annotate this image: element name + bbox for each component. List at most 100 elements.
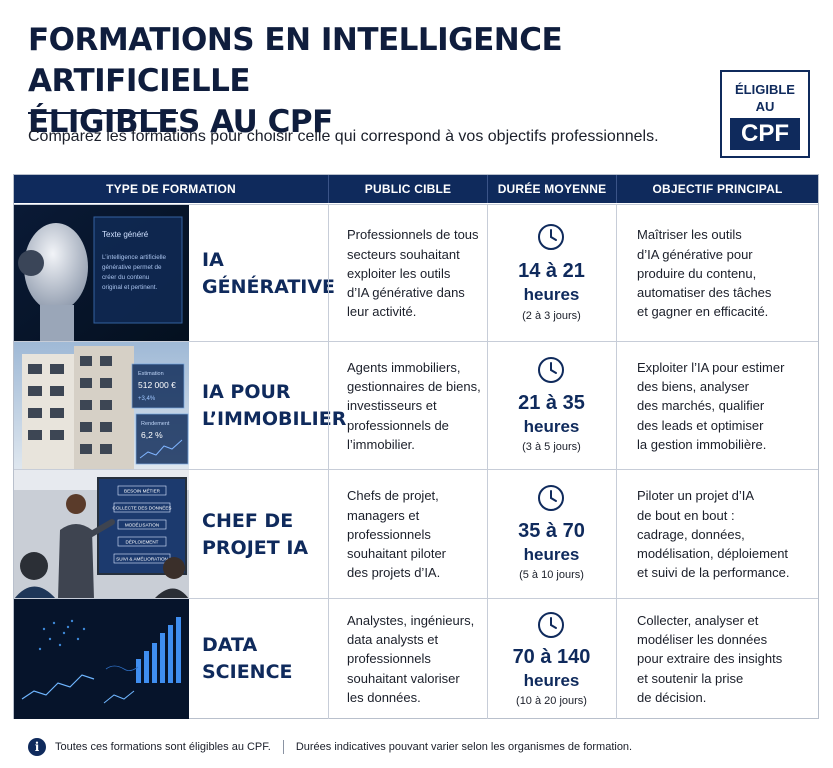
row-image-data-science bbox=[14, 599, 189, 719]
column-header-duration: DURÉE MOYENNE bbox=[497, 182, 607, 196]
objective-line: Exploiter l’IA pour estimer bbox=[637, 359, 785, 375]
column-divider bbox=[328, 470, 329, 599]
badge-line-1: ÉLIGIBLE bbox=[735, 82, 795, 97]
table-row: Texte généré L’intelligence artificielle… bbox=[14, 204, 818, 342]
objective-cell: Exploiter l’IA pour estimer des biens, an… bbox=[637, 342, 812, 470]
public-line: gestionnaires de biens, bbox=[347, 379, 481, 395]
image-text-price: 512 000 € bbox=[138, 380, 176, 390]
table-row: BESOIN MÉTIER COLLECTE DES DONNÉES MODÉL… bbox=[14, 469, 818, 599]
public-line: souhaitant valoriser bbox=[347, 670, 460, 686]
objective-line: Piloter un projet d’IA bbox=[637, 488, 755, 504]
duration-days: (10 à 20 jours) bbox=[516, 695, 587, 707]
footer-notes: i Toutes ces formations sont éligibles a… bbox=[28, 737, 632, 757]
duration-days: (5 à 10 jours) bbox=[519, 569, 584, 581]
public-line: managers et bbox=[347, 507, 420, 523]
info-icon: i bbox=[28, 738, 46, 756]
public-line: data analysts et bbox=[347, 632, 439, 648]
public-line: Analystes, ingénieurs, bbox=[347, 612, 475, 628]
column-header-type: TYPE DE FORMATION bbox=[106, 182, 236, 196]
objective-line: la gestion immobilière. bbox=[637, 436, 767, 452]
cpf-eligible-badge: ÉLIGIBLE AU CPF bbox=[720, 70, 810, 158]
public-cell: Professionnels de tous secteurs souhaitan… bbox=[347, 205, 487, 342]
clock-icon bbox=[538, 357, 564, 383]
footer-note-cpf: Toutes ces formations sont éligibles au … bbox=[55, 741, 271, 753]
objective-line: Collecter, analyser et bbox=[637, 612, 759, 628]
row-image-project-lead: BESOIN MÉTIER COLLECTE DES DONNÉES MODÉL… bbox=[14, 470, 189, 599]
objective-cell: Maîtriser les outils d’IA générative pour… bbox=[637, 205, 812, 342]
public-line: Chefs de projet, bbox=[347, 488, 439, 504]
image-text-label: Rendement bbox=[141, 421, 170, 427]
image-text-line: L’intelligence artificielle bbox=[102, 254, 167, 261]
objective-cell: Collecter, analyser et modéliser les donn… bbox=[637, 599, 812, 719]
footer-note-durations: Durées indicatives pouvant varier selon … bbox=[295, 741, 633, 753]
formation-name-line: IA bbox=[202, 248, 224, 271]
public-line: des projets d’IA. bbox=[347, 565, 441, 581]
page-subtitle: Comparez les formations pour choisir cel… bbox=[28, 128, 659, 145]
objective-cell: Piloter un projet d’IA de bout en bout : c… bbox=[637, 470, 815, 599]
public-line: souhaitant piloter bbox=[347, 546, 447, 562]
duration-unit: heures bbox=[523, 285, 580, 304]
objective-line: des biens, analyser bbox=[637, 379, 750, 395]
duration-unit: heures bbox=[523, 417, 580, 436]
objective-line: des leads et optimiser bbox=[637, 417, 764, 433]
public-line: leur activité. bbox=[347, 304, 417, 320]
duration-range: 70 à 140 bbox=[512, 646, 591, 668]
duration-days: (2 à 3 jours) bbox=[522, 310, 581, 322]
public-cell: Agents immobiliers, gestionnaires de bien… bbox=[347, 342, 487, 470]
clock-icon bbox=[538, 224, 564, 250]
column-divider bbox=[616, 470, 617, 599]
column-divider bbox=[487, 470, 488, 599]
column-divider bbox=[616, 205, 617, 342]
column-divider bbox=[328, 599, 329, 719]
column-divider bbox=[487, 342, 488, 470]
objective-line: de décision. bbox=[637, 689, 707, 705]
objective-line: modélisation, déploiement bbox=[637, 546, 789, 562]
duration-unit: heures bbox=[523, 545, 580, 564]
formation-name-line: CHEF DE bbox=[202, 509, 294, 532]
duration-range: 35 à 70 bbox=[518, 520, 585, 542]
public-line: professionnels bbox=[347, 651, 431, 667]
duration-range: 14 à 21 bbox=[518, 260, 585, 282]
title-line-2: ÉLIGIBLES AU CPF bbox=[28, 104, 333, 140]
image-text-line: créer du contenu bbox=[102, 274, 150, 281]
table-row: DATA SCIENCE Analystes, ingénieurs, data a… bbox=[14, 598, 818, 719]
comparison-table: TYPE DE FORMATION PUBLIC CIBLE DURÉE MOY… bbox=[13, 174, 819, 719]
formation-name-line: L’IMMOBILIER bbox=[202, 408, 347, 430]
duration-days: (3 à 5 jours) bbox=[522, 441, 581, 453]
title-line-1: FORMATIONS EN INTELLIGENCE ARTIFICIELLE bbox=[28, 22, 563, 99]
column-divider bbox=[328, 205, 329, 342]
objective-line: d’IA générative pour bbox=[637, 246, 753, 262]
formation-name: IA GÉNÉRATIVE bbox=[202, 205, 336, 342]
table-row: Estimation 512 000 € +3,4% Rendement 6,2… bbox=[14, 341, 818, 470]
column-divider bbox=[328, 342, 329, 470]
header-divider bbox=[616, 175, 617, 203]
public-cell: Chefs de projet, managers et professionnel… bbox=[347, 470, 487, 599]
objective-line: pour extraire des insights bbox=[637, 651, 783, 667]
column-divider bbox=[616, 599, 617, 719]
formation-name-line: GÉNÉRATIVE bbox=[202, 275, 336, 298]
image-text-line: générative permet de bbox=[102, 264, 162, 271]
formation-name: DATA SCIENCE bbox=[202, 599, 332, 719]
duration-cell: 21 à 35 heures (3 à 5 jours) bbox=[487, 342, 616, 470]
badge-cpf: CPF bbox=[730, 118, 800, 150]
image-step-label: BESOIN MÉTIER bbox=[124, 488, 161, 494]
objective-line: des marchés, qualifier bbox=[637, 398, 765, 414]
duration-cell: 70 à 140 heures (10 à 20 jours) bbox=[487, 599, 616, 719]
duration-unit: heures bbox=[523, 671, 580, 690]
column-divider bbox=[487, 599, 488, 719]
column-header-public: PUBLIC CIBLE bbox=[364, 182, 452, 196]
page-title: FORMATIONS EN INTELLIGENCE ARTIFICIELLE É… bbox=[28, 20, 718, 143]
image-text-percent: +3,4% bbox=[138, 396, 156, 402]
objective-line: produire du contenu, bbox=[637, 265, 757, 281]
footer-divider bbox=[282, 740, 284, 754]
formation-name-line: DATA bbox=[202, 634, 258, 656]
public-line: l’immobilier. bbox=[347, 436, 415, 452]
image-step-label: COLLECTE DES DONNÉES bbox=[113, 505, 172, 511]
objective-line: et suivi de la performance. bbox=[637, 565, 790, 581]
column-header-objective: OBJECTIF PRINCIPAL bbox=[652, 182, 783, 196]
column-divider bbox=[487, 205, 488, 342]
public-line: d’IA générative dans bbox=[347, 285, 465, 301]
public-line: Professionnels de tous bbox=[347, 227, 479, 243]
row-image-generative-ai: Texte généré L’intelligence artificielle… bbox=[14, 205, 189, 342]
objective-line: cadrage, données, bbox=[637, 526, 745, 542]
